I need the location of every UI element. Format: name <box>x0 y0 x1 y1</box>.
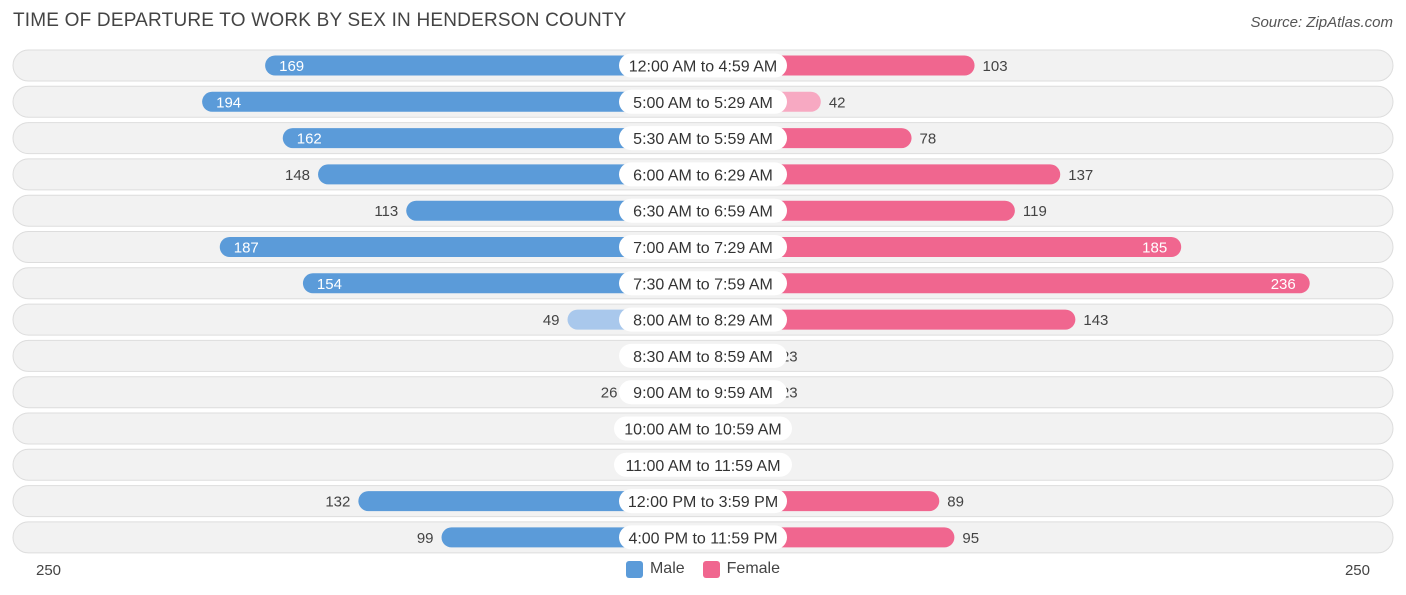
female-value-label: 42 <box>829 94 846 111</box>
category-label: 8:30 AM to 8:59 AM <box>633 349 773 366</box>
category-label: 10:00 AM to 10:59 AM <box>624 422 781 439</box>
male-value-label: 49 <box>543 312 560 329</box>
category-label: 8:00 AM to 8:29 AM <box>633 313 773 330</box>
male-value-label: 113 <box>374 203 398 220</box>
bar-row: 162 78 5:30 AM to 5:59 AM <box>12 122 1394 155</box>
female-value-label: 119 <box>1023 203 1047 220</box>
category-pill <box>614 452 792 477</box>
category-label: 7:00 AM to 7:29 AM <box>633 240 773 257</box>
category-label: 4:00 PM to 11:59 PM <box>628 530 777 547</box>
bar-row: 41110:00 AM to 10:59 AM <box>12 412 1394 445</box>
male-bar <box>302 273 703 294</box>
bar-row: 148 137 6:00 AM to 6:29 AM <box>12 158 1394 191</box>
category-label: 6:00 AM to 6:29 AM <box>633 167 773 184</box>
male-bar <box>358 491 703 512</box>
category-pill <box>619 198 787 223</box>
legend-swatch-male <box>625 560 643 578</box>
male-value-label: 148 <box>285 167 310 184</box>
female-value-label: 185 <box>1142 240 1167 257</box>
category-label: 12:00 PM to 3:59 PM <box>628 494 778 511</box>
legend-item-female[interactable]: Female <box>702 560 781 578</box>
male-bar <box>282 128 703 149</box>
male-bar <box>219 237 703 257</box>
bar-row: 99 95 4:00 PM to 11:59 PM <box>12 521 1394 554</box>
male-bar <box>265 55 703 76</box>
legend-swatch-female <box>702 560 720 578</box>
category-label: 5:00 AM to 5:29 AM <box>633 95 773 112</box>
legend-label-male: Male <box>649 560 685 577</box>
axis-left-max: 250 <box>36 562 62 579</box>
category-label: 5:30 AM to 5:59 AM <box>633 131 773 148</box>
female-value-label: 95 <box>962 530 979 547</box>
category-label: 9:00 AM to 9:59 AM <box>633 385 773 402</box>
female-value-label: 78 <box>920 131 937 148</box>
bar-row: 154 236 7:30 AM to 7:59 AM <box>12 267 1394 300</box>
category-pill <box>619 343 787 368</box>
chart-area: 169 103 12:00 AM to 4:59 AM 194 42 5:00 AM to… <box>12 49 1394 554</box>
category-label: 12:00 AM to 4:59 AM <box>629 59 778 76</box>
female-value-label: 236 <box>1271 276 1296 293</box>
category-pill <box>619 489 787 514</box>
axis-right-max: 250 <box>1344 562 1370 579</box>
bar-row: 26 239:00 AM to 9:59 AM <box>12 376 1394 409</box>
bar-row: 169 103 12:00 AM to 4:59 AM <box>12 49 1394 82</box>
category-pill <box>619 89 787 114</box>
male-value-label: 162 <box>297 131 322 148</box>
female-value-label: 137 <box>1068 167 1093 184</box>
legend: Male Female <box>0 560 1406 578</box>
male-value-label: 26 <box>601 385 618 402</box>
legend-label-female: Female <box>726 560 781 577</box>
category-label: 7:30 AM to 7:59 AM <box>633 276 773 293</box>
category-pill <box>619 126 787 151</box>
bar-row: 5511:00 AM to 11:59 AM <box>12 448 1394 481</box>
male-value-label: 194 <box>216 94 241 111</box>
category-pill <box>614 416 792 441</box>
male-value-label: 99 <box>417 530 434 547</box>
female-bar <box>703 273 1310 294</box>
category-pill <box>619 162 787 187</box>
male-value-label: 187 <box>234 240 259 257</box>
category-pill <box>619 53 787 78</box>
female-value-label: 143 <box>1083 312 1108 329</box>
female-bar <box>703 164 1061 185</box>
category-pill <box>619 235 787 259</box>
bar-row: 4238:30 AM to 8:59 AM <box>12 339 1394 372</box>
bar-row: 187 185 7:00 AM to 7:29 AM <box>12 231 1394 263</box>
male-value-label: 132 <box>325 494 350 511</box>
category-pill <box>619 525 787 550</box>
female-value-label: 103 <box>983 58 1008 75</box>
male-bar <box>318 164 703 185</box>
bar-row: 113 119 6:30 AM to 6:59 AM <box>12 194 1394 227</box>
male-bar <box>202 91 703 112</box>
chart-title: TIME OF DEPARTURE TO WORK BY SEX IN HEND… <box>13 10 627 31</box>
category-pill <box>619 307 787 332</box>
category-pill <box>619 271 787 296</box>
male-value-label: 169 <box>279 58 304 75</box>
category-label: 11:00 AM to 11:59 AM <box>625 458 780 475</box>
category-label: 6:30 AM to 6:59 AM <box>633 204 773 221</box>
female-bar <box>703 309 1076 330</box>
bar-row: 132 89 12:00 PM to 3:59 PM <box>12 485 1394 518</box>
bar-row: 49 143 8:00 AM to 8:29 AM <box>12 303 1394 336</box>
source-label: Source: ZipAtlas.com <box>1250 14 1393 31</box>
bar-row: 194 42 5:00 AM to 5:29 AM <box>12 85 1394 118</box>
female-bar <box>703 237 1182 257</box>
legend-item-male[interactable]: Male <box>625 560 685 578</box>
category-pill <box>619 380 787 405</box>
female-value-label: 89 <box>947 494 964 511</box>
male-value-label: 154 <box>317 276 342 293</box>
